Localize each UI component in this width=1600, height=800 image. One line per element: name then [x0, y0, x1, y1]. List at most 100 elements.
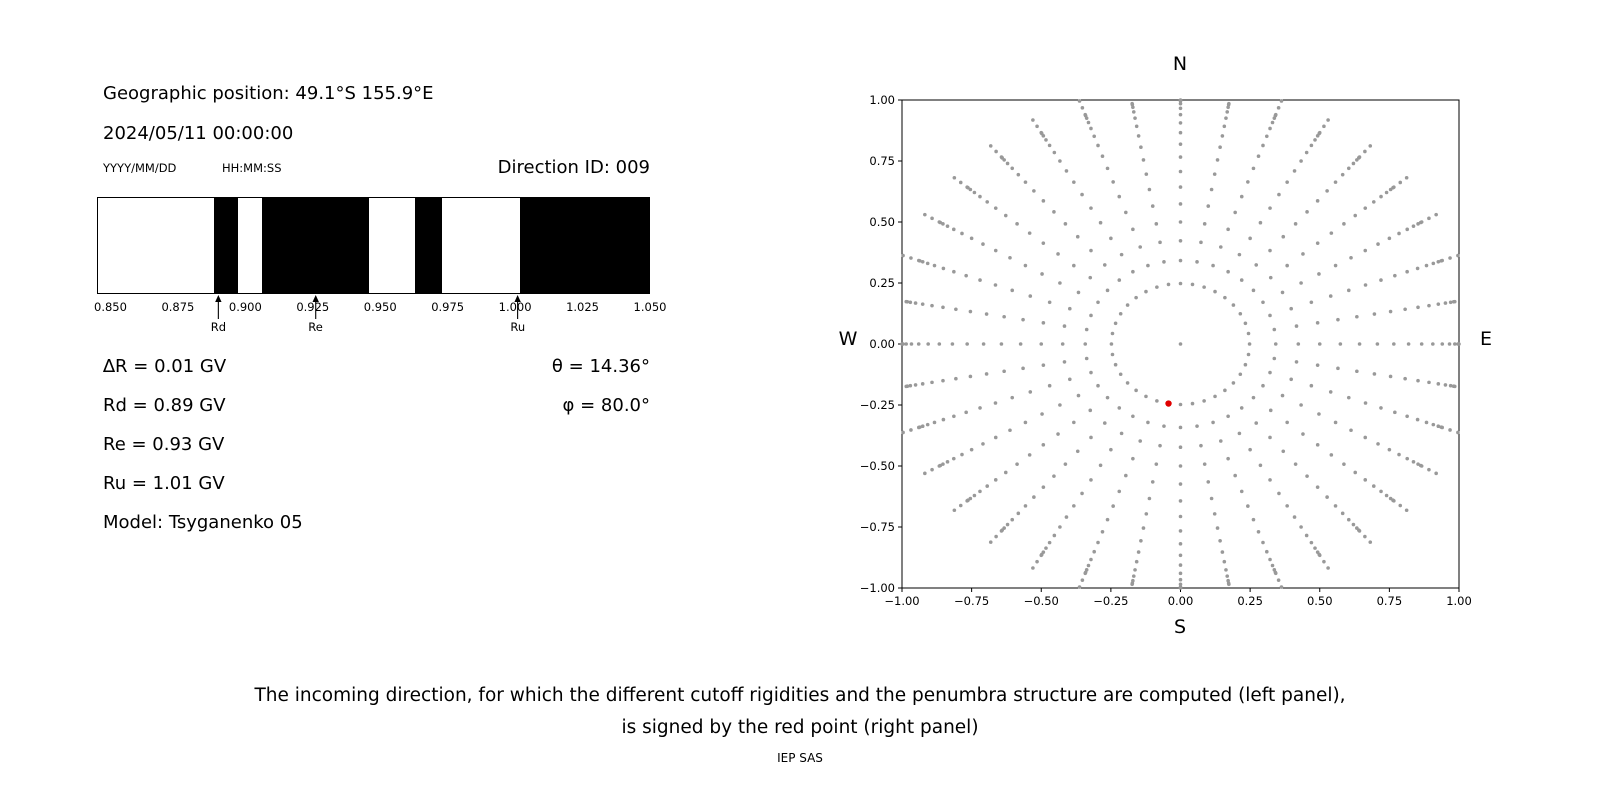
direction-dot — [1351, 522, 1356, 527]
direction-dot — [1147, 496, 1152, 501]
direction-dot — [988, 144, 993, 148]
direction-dot — [1384, 493, 1389, 498]
ring-dot — [1223, 295, 1227, 300]
direction-dot — [1083, 112, 1088, 117]
direction-dot — [1222, 124, 1227, 129]
ring-dot — [1202, 399, 1206, 403]
direction-dot — [1131, 110, 1136, 114]
direction-dot — [960, 452, 964, 457]
geo-position-text: Geographic position: 49.1°S 155.9°E — [103, 83, 434, 104]
direction-dot — [1052, 210, 1056, 214]
direction-dot — [965, 185, 969, 189]
penumbra-tick-label: 0.925 — [296, 300, 330, 314]
direction-dot — [1227, 101, 1231, 106]
direction-dot — [1419, 342, 1424, 346]
direction-dot — [1088, 275, 1093, 280]
direction-dot — [1131, 414, 1135, 419]
direction-dot — [1035, 559, 1039, 564]
up-arrow-icon — [215, 295, 222, 319]
direction-dot — [1215, 158, 1220, 162]
ring-dot — [1109, 342, 1114, 346]
direction-dot — [925, 261, 930, 266]
direction-dot — [1209, 496, 1214, 501]
direction-dot — [1289, 306, 1294, 311]
direction-dot — [1218, 245, 1223, 249]
direction-dot — [950, 342, 955, 346]
direction-dot — [1002, 369, 1006, 374]
direction-dot — [1072, 263, 1076, 268]
direction-dot — [1285, 263, 1289, 268]
direction-dot — [1067, 377, 1072, 382]
direction-dot — [920, 302, 925, 306]
direction-dot — [1405, 227, 1410, 232]
direction-dot — [1436, 302, 1441, 306]
direction-dot — [1146, 263, 1150, 268]
direction-dot — [1016, 511, 1021, 516]
direction-dot — [1010, 166, 1015, 171]
x-tick-label: 0.75 — [1377, 594, 1403, 608]
direction-dot — [1064, 169, 1069, 173]
direction-dot — [901, 253, 905, 258]
direction-dot — [1416, 305, 1420, 310]
direction-dot — [1404, 175, 1409, 180]
direction-dot — [1436, 382, 1441, 386]
direction-dot — [1326, 118, 1330, 122]
direction-dot — [1158, 240, 1162, 245]
direction-dot — [1336, 317, 1340, 322]
direction-dot — [1178, 542, 1183, 546]
direction-dot — [1096, 143, 1100, 148]
direction-dot — [1349, 255, 1353, 260]
direction-dot — [1089, 435, 1093, 440]
direction-dot — [1100, 529, 1105, 534]
direction-dot — [1403, 307, 1407, 312]
direction-dot — [1089, 557, 1093, 562]
direction-dot — [1372, 372, 1377, 376]
direction-dot — [1277, 491, 1281, 496]
y-tick-label: 0.00 — [869, 337, 895, 351]
direction-dot — [1111, 180, 1115, 184]
direction-dot — [1212, 172, 1217, 176]
direction-dot — [1040, 412, 1044, 416]
direction-dot — [1281, 234, 1286, 239]
direction-dot — [1124, 473, 1128, 478]
direction-dot — [1080, 491, 1084, 496]
direction-dot — [1376, 442, 1380, 446]
direction-dot — [1080, 106, 1085, 110]
direction-dot — [1431, 261, 1436, 266]
ring-dot — [1243, 321, 1248, 326]
direction-dot — [1419, 464, 1424, 468]
direction-dot — [964, 410, 968, 415]
direction-dot — [1264, 549, 1269, 554]
penumbra-tick-label: 0.950 — [363, 300, 397, 314]
direction-dot — [1139, 539, 1143, 543]
direction-dot — [1178, 185, 1183, 189]
theta-text: θ = 14.36° — [551, 356, 650, 377]
direction-dot — [1261, 143, 1265, 148]
ring-dot — [1190, 282, 1195, 287]
direction-dot — [1056, 252, 1060, 256]
direction-dot — [1211, 263, 1215, 268]
direction-dot — [1457, 342, 1461, 346]
direction-dot — [1077, 585, 1082, 589]
direction-dot — [1258, 463, 1263, 468]
direction-dot — [1317, 272, 1321, 276]
direction-dot — [1225, 110, 1230, 114]
direction-dot — [1281, 449, 1286, 454]
direction-dot — [920, 424, 925, 429]
direction-dot — [1178, 220, 1183, 224]
direction-dot — [1058, 403, 1062, 407]
direction-dot — [1379, 489, 1383, 494]
direction-dot — [1309, 300, 1314, 305]
direction-dot — [1131, 269, 1135, 274]
direction-dot — [1285, 420, 1289, 425]
direction-dot — [985, 484, 990, 488]
direction-dot — [1086, 120, 1091, 125]
direction-dot — [1003, 470, 1008, 475]
direction-dot — [1178, 142, 1183, 146]
direction-dot — [1209, 187, 1214, 192]
direction-dot — [904, 384, 909, 389]
ring-dot — [1134, 295, 1138, 300]
direction-dot — [1452, 384, 1457, 389]
direction-dot — [1075, 449, 1080, 454]
x-tick-label: −0.75 — [954, 594, 989, 608]
